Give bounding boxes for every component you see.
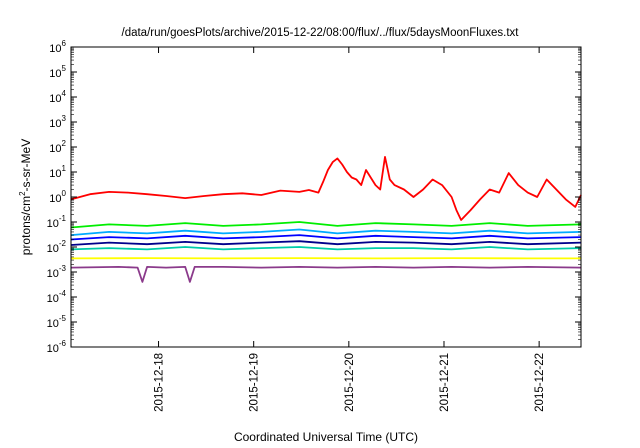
y-tick-label: 10-5 bbox=[47, 314, 67, 330]
y-axis-label-prefix: protons/cm bbox=[19, 196, 33, 255]
series-layer bbox=[70, 156, 582, 283]
x-tick-label: 2015-12-18 bbox=[154, 353, 166, 412]
series-line-4 bbox=[70, 234, 582, 241]
y-tick-label: 10-4 bbox=[47, 289, 67, 305]
x-tick-label: 2015-12-19 bbox=[249, 353, 261, 412]
x-axis: 2015-12-18 2015-12-19 2015-12-20 2015-12-21… bbox=[154, 47, 546, 412]
y-axis-label-sup: 2 bbox=[18, 191, 27, 196]
y-tick-label: 105 bbox=[49, 64, 66, 80]
y-axis-label-suffix: -s-sr-MeV bbox=[19, 139, 33, 192]
y-tick-label: 10-2 bbox=[47, 239, 67, 255]
series-line-3 bbox=[70, 228, 582, 236]
y-tick-label: 104 bbox=[49, 89, 66, 105]
x-tick-label: 2015-12-20 bbox=[344, 353, 356, 412]
y-tick-label: 103 bbox=[49, 114, 66, 130]
series-line-2 bbox=[70, 221, 582, 229]
plot-frame bbox=[70, 46, 582, 348]
y-tick-label: 100 bbox=[49, 189, 66, 205]
y-tick-label: 10-3 bbox=[47, 264, 67, 280]
y-tick-label: 106 bbox=[49, 39, 66, 55]
y-tick-label: 10-1 bbox=[47, 214, 67, 230]
series-line-1 bbox=[70, 156, 582, 221]
series-line-8 bbox=[70, 266, 582, 283]
y-axis: 10-6 10-5 10-4 10-3 10-2 10-1 100 101 102 103 104 1… bbox=[47, 39, 581, 355]
y-tick-label: 101 bbox=[49, 164, 66, 180]
x-axis-label: Coordinated Universal Time (UTC) bbox=[234, 430, 418, 444]
y-axis-label: protons/cm2-s-sr-MeV bbox=[18, 139, 33, 255]
chart-title: /data/run/goesPlots/archive/2015-12-22/0… bbox=[122, 27, 520, 39]
series-line-5 bbox=[70, 240, 582, 246]
series-line-6 bbox=[70, 246, 582, 251]
x-tick-label: 2015-12-21 bbox=[439, 353, 451, 412]
x-tick-label: 2015-12-22 bbox=[534, 353, 546, 412]
y-tick-label: 10-6 bbox=[47, 339, 67, 355]
y-tick-label: 102 bbox=[49, 139, 66, 155]
